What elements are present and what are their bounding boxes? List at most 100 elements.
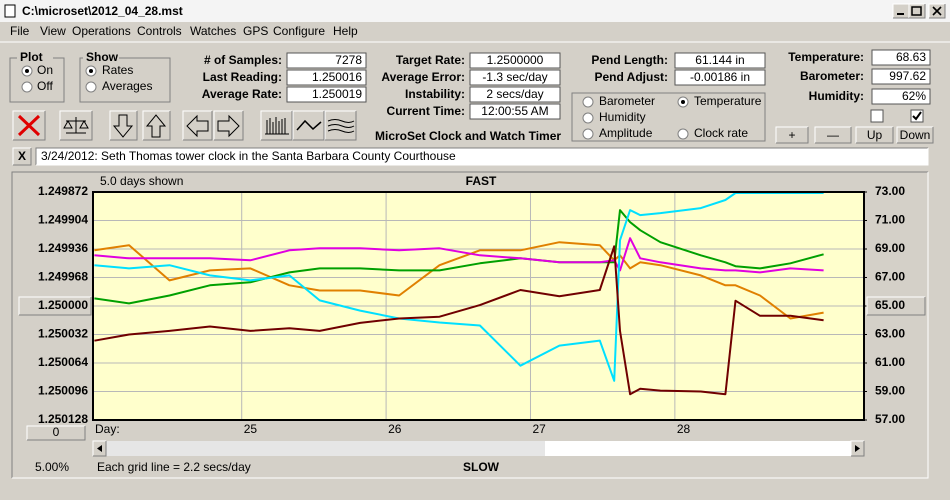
app-label: MicroSet Clock and Watch Timer [375,129,561,143]
field-box [674,52,766,69]
show-radio[interactable] [85,81,97,93]
group-box-title-bg [17,51,53,64]
close-glyph [932,6,942,16]
scroll-right-edge [850,440,864,456]
plot-border [92,191,865,421]
multiwave-icon [327,119,355,133]
y-tick-label: 1.249872 [38,184,88,198]
y2-reference-button-edge [866,296,925,315]
series-line [94,241,824,320]
chart-panel-edge [12,172,929,479]
scroll-right-edge [851,441,865,457]
window-control-edge [908,3,925,18]
window-control[interactable] [893,4,909,18]
y2-tick-label: 69.00 [875,241,905,255]
y2-tick-label: 63.00 [875,327,905,341]
x-tick-label: 27 [532,422,546,436]
tool-button-edge [59,110,92,140]
field-value: 61.144 in [695,53,744,67]
y2-reference-button[interactable] [867,297,925,315]
window-control-edge [909,4,926,19]
legend-radio[interactable] [582,128,594,140]
button-edge [776,127,809,144]
field-label: Barometer: [800,69,864,83]
note-field-edge [36,148,929,166]
menu-item[interactable]: GPS [243,24,268,38]
x-tick-label: 28 [677,422,691,436]
button-edge [856,127,894,144]
y-reference-button[interactable] [19,297,91,315]
offset-button-edge [26,425,85,440]
y-tick-label: 1.249968 [38,270,88,284]
field-box [469,69,561,86]
note-text: 3/24/2012: Seth Thomas tower clock in th… [41,149,456,163]
menu-item[interactable]: Controls [137,24,182,38]
button-label[interactable]: + [788,128,795,142]
button[interactable] [856,127,893,143]
button[interactable] [897,127,933,143]
field-value: 1.250016 [312,70,362,84]
y2-reference-button-edge [867,297,926,316]
right-arrow-icon [217,114,240,138]
legend-entry: Clock rate [694,126,748,140]
tool-button-edge [143,111,171,141]
legend-radio[interactable] [582,112,594,124]
app-icon [4,4,16,18]
button-label[interactable]: Down [900,128,931,142]
button-label[interactable]: — [827,128,839,142]
slow-label: SLOW [463,460,500,474]
checkbox[interactable] [870,109,884,123]
field-value: 997.62 [889,69,926,83]
note-clear-label[interactable]: X [18,149,26,163]
field-value: 12:00:55 AM [481,104,548,118]
series-line [94,237,824,274]
menu-item[interactable]: File [10,24,30,38]
tool-button-edge [214,111,244,141]
field-box [871,88,931,105]
field-value: 1.250019 [312,87,362,101]
menu-item[interactable]: Help [333,24,358,38]
scrollbar-thumb[interactable] [545,441,851,456]
legend-radio[interactable] [582,96,594,108]
menu-item[interactable]: View [40,24,66,38]
menu-item[interactable]: Watches [190,24,236,38]
button[interactable] [776,127,808,143]
y-tick-label: 1.250064 [38,355,88,369]
field-box [286,69,367,86]
x-axis-label: Day: [95,422,120,436]
note-field[interactable] [36,148,928,165]
menu-item[interactable]: Operations [72,24,131,38]
legend-radio[interactable] [677,128,689,140]
field-label: Current Time: [387,104,465,118]
title-bar [0,0,950,22]
group-box [79,57,171,103]
button-label[interactable]: Up [867,128,883,142]
y-reference-button-edge [19,297,92,316]
button[interactable] [815,127,851,143]
field-value: 1.2500000 [487,53,544,67]
y2-tick-label: 71.00 [875,213,905,227]
y-tick-label: 1.250032 [38,327,88,341]
show-option: Rates [102,63,133,77]
offset-button[interactable] [27,426,85,440]
tool-button-edge [142,110,170,140]
button-edge [896,126,933,143]
plot-radio[interactable] [21,81,33,93]
scale-icon [63,117,89,134]
window-control-edge [892,3,909,18]
chart-panel-edge [11,171,928,478]
scroll-left-edge [92,440,106,456]
field-value: -1.3 sec/day [482,70,547,84]
tool-button-edge [13,111,46,141]
tool-button-edge [12,110,45,140]
field-box [469,103,561,120]
offset-button-label[interactable]: 0 [53,425,60,439]
tool-button-edge [324,110,356,140]
days-shown: 5.0 days shown [100,174,183,188]
wave-icon [296,119,322,131]
button-edge [775,126,808,143]
menu-item[interactable]: Configure [273,24,325,38]
note-clear-button[interactable] [13,148,31,165]
